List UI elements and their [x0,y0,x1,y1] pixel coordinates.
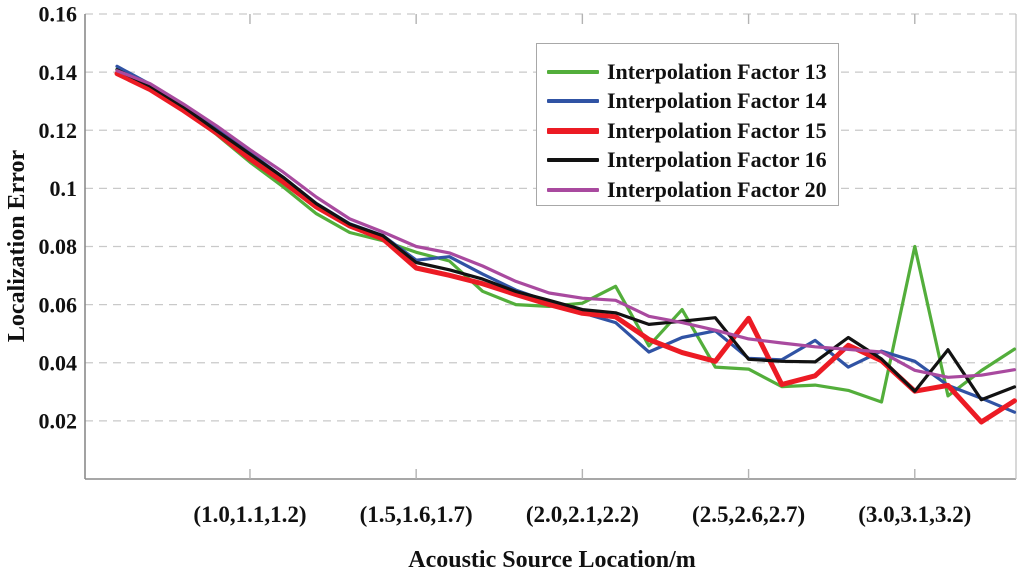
y-tick-label: 0.16 [39,2,78,27]
x-tick-label: (1.0,1.1,1.2) [193,502,306,527]
x-tick-label: (1.5,1.6,1.7) [360,502,473,527]
series-line-interpolation-factor-15 [114,71,1017,425]
x-tick-label: (2.5,2.6,2.7) [692,502,805,527]
legend-item: Interpolation Factor 14 [537,87,838,117]
y-tick-label: 0.08 [39,234,78,259]
legend: Interpolation Factor 13 Interpolation Fac… [536,43,839,206]
legend-label: Interpolation Factor 16 [607,147,827,173]
y-tick-label: 0.14 [39,60,78,85]
y-tick-label: 0.1 [50,176,78,201]
legend-item: Interpolation Factor 16 [537,146,838,176]
y-tick-labels: 0.02 0.04 0.06 0.08 0.1 0.12 0.14 0.16 [39,2,78,434]
x-tick-labels: (1.0,1.1,1.2) (1.5,1.6,1.7) (2.0,2.1,2.2) (… [193,502,971,527]
y-tick-label: 0.02 [39,409,78,434]
x-tick-label: (3.0,3.1,3.2) [858,502,971,527]
legend-item: Interpolation Factor 20 [537,175,838,205]
legend-item: Interpolation Factor 13 [537,57,838,87]
legend-label: Interpolation Factor 14 [607,88,827,114]
legend-label: Interpolation Factor 13 [607,58,827,84]
legend-line-swatch [547,99,599,104]
legend-line-swatch [547,69,599,74]
data-series-lines [114,64,1017,425]
legend-line-swatch [547,158,599,163]
legend-item: Interpolation Factor 15 [537,116,838,146]
series-line-interpolation-factor-20 [115,69,1017,379]
series-line-interpolation-factor-16 [115,68,1017,402]
y-tick-label: 0.04 [39,350,78,375]
axis-ticks [249,14,916,479]
x-axis-title: Acoustic Source Location/m [408,547,696,573]
y-axis-title: Localization Error [4,150,30,343]
x-tick-label: (2.0,2.1,2.2) [526,502,639,527]
y-tick-label: 0.12 [39,118,78,143]
legend-line-swatch [547,127,599,134]
legend-line-swatch [547,187,599,192]
legend-label: Interpolation Factor 15 [607,117,827,143]
legend-label: Interpolation Factor 20 [607,176,827,202]
y-tick-label: 0.06 [39,292,78,317]
